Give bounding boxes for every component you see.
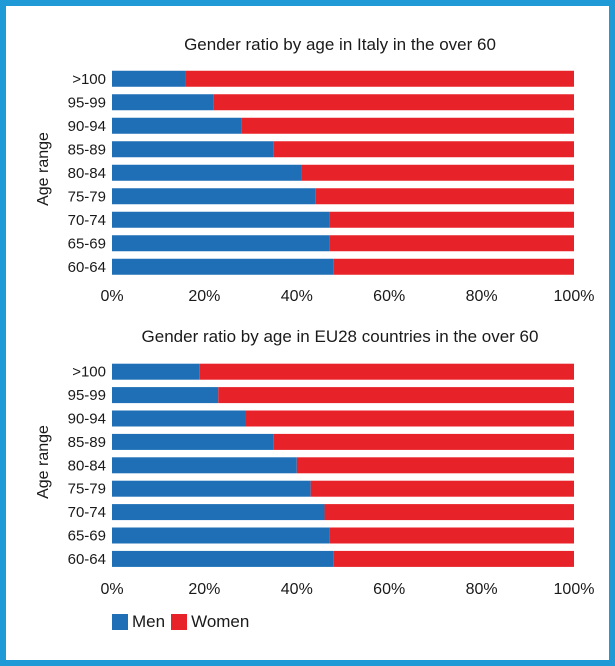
category-label: 85-89 [68,434,106,451]
chart-eu28: Gender ratio by age in EU28 countries in… [35,327,594,598]
bar-men [112,188,316,205]
bar-women [199,363,574,380]
legend-item-men: Men [112,612,165,632]
category-label: >100 [72,71,106,88]
bar-women [273,433,574,450]
category-label: 60-64 [68,259,106,276]
x-tick-label: 20% [188,581,220,598]
y-axis-label: Age range [35,425,52,499]
bar-women [329,211,574,228]
bar-women [245,410,575,427]
category-label: 70-74 [68,212,106,229]
x-tick-labels: 0% 20% 40% 60% 80% 100% [100,581,594,598]
x-tick-label: 0% [100,288,123,305]
x-tick-labels: 0% 20% 40% 60% 80% 100% [100,288,594,305]
legend-item-women: Women [171,612,249,632]
category-label: 95-99 [68,94,106,111]
x-tick-label: 20% [188,288,220,305]
bar-men [112,258,334,275]
bar-men [112,480,311,497]
category-label: 75-79 [68,188,106,205]
bar-women [273,141,574,158]
bar-men [112,387,219,404]
category-label: 90-94 [68,411,106,428]
bar-women [185,70,575,87]
x-tick-label: 60% [373,581,405,598]
legend-swatch-men [112,614,128,630]
legend-swatch-women [171,614,188,630]
category-label: 90-94 [68,118,106,135]
category-labels: >100 95-99 90-94 85-89 80-84 75-79 70-74 65-69 6… [68,71,106,276]
bar-men [112,211,330,228]
bar-women [333,550,574,567]
category-label: 60-64 [68,551,106,568]
bar-men [112,117,242,134]
bar-men [112,70,186,87]
category-label: 80-84 [68,457,106,474]
bars-group [112,363,575,567]
bar-women [315,188,574,205]
bar-women [241,117,575,134]
bar-women [301,164,574,181]
category-label: 95-99 [68,387,106,404]
category-label: 65-69 [68,235,106,252]
bar-men [112,504,325,521]
bar-men [112,550,334,567]
bar-women [310,480,574,497]
bar-men [112,433,274,450]
x-tick-label: 100% [554,581,595,598]
chart-title: Gender ratio by age in EU28 countries in… [142,327,539,346]
bar-men [112,410,246,427]
x-tick-label: 100% [554,288,595,305]
bar-women [218,387,574,404]
bar-men [112,94,214,111]
category-label: >100 [72,364,106,381]
bar-women [324,504,574,521]
chart-title: Gender ratio by age in Italy in the over… [184,35,496,54]
bar-women [333,258,574,275]
category-label: 75-79 [68,481,106,498]
bar-women [329,527,574,544]
bar-men [112,235,330,252]
category-labels: >100 95-99 90-94 85-89 80-84 75-79 70-74 65-69 6… [68,364,106,568]
bar-men [112,457,297,474]
x-tick-label: 80% [466,581,498,598]
bars-group [112,70,575,275]
category-label: 65-69 [68,528,106,545]
bar-men [112,527,330,544]
x-tick-label: 0% [100,581,123,598]
x-tick-label: 40% [281,581,313,598]
legend: Men Women [112,612,255,632]
bar-men [112,363,200,380]
x-tick-label: 40% [281,288,313,305]
y-axis-label: Age range [35,132,52,206]
x-tick-label: 60% [373,288,405,305]
category-label: 85-89 [68,141,106,158]
legend-label-men: Men [132,612,166,631]
bar-men [112,164,302,181]
category-label: 70-74 [68,504,106,521]
legend-label-women: Women [191,612,250,631]
bar-men [112,141,274,158]
bar-women [329,235,574,252]
bar-women [296,457,574,474]
category-label: 80-84 [68,165,106,182]
chart-italy: Gender ratio by age in Italy in the over… [35,35,594,305]
x-tick-label: 80% [466,288,498,305]
bar-women [213,94,574,111]
